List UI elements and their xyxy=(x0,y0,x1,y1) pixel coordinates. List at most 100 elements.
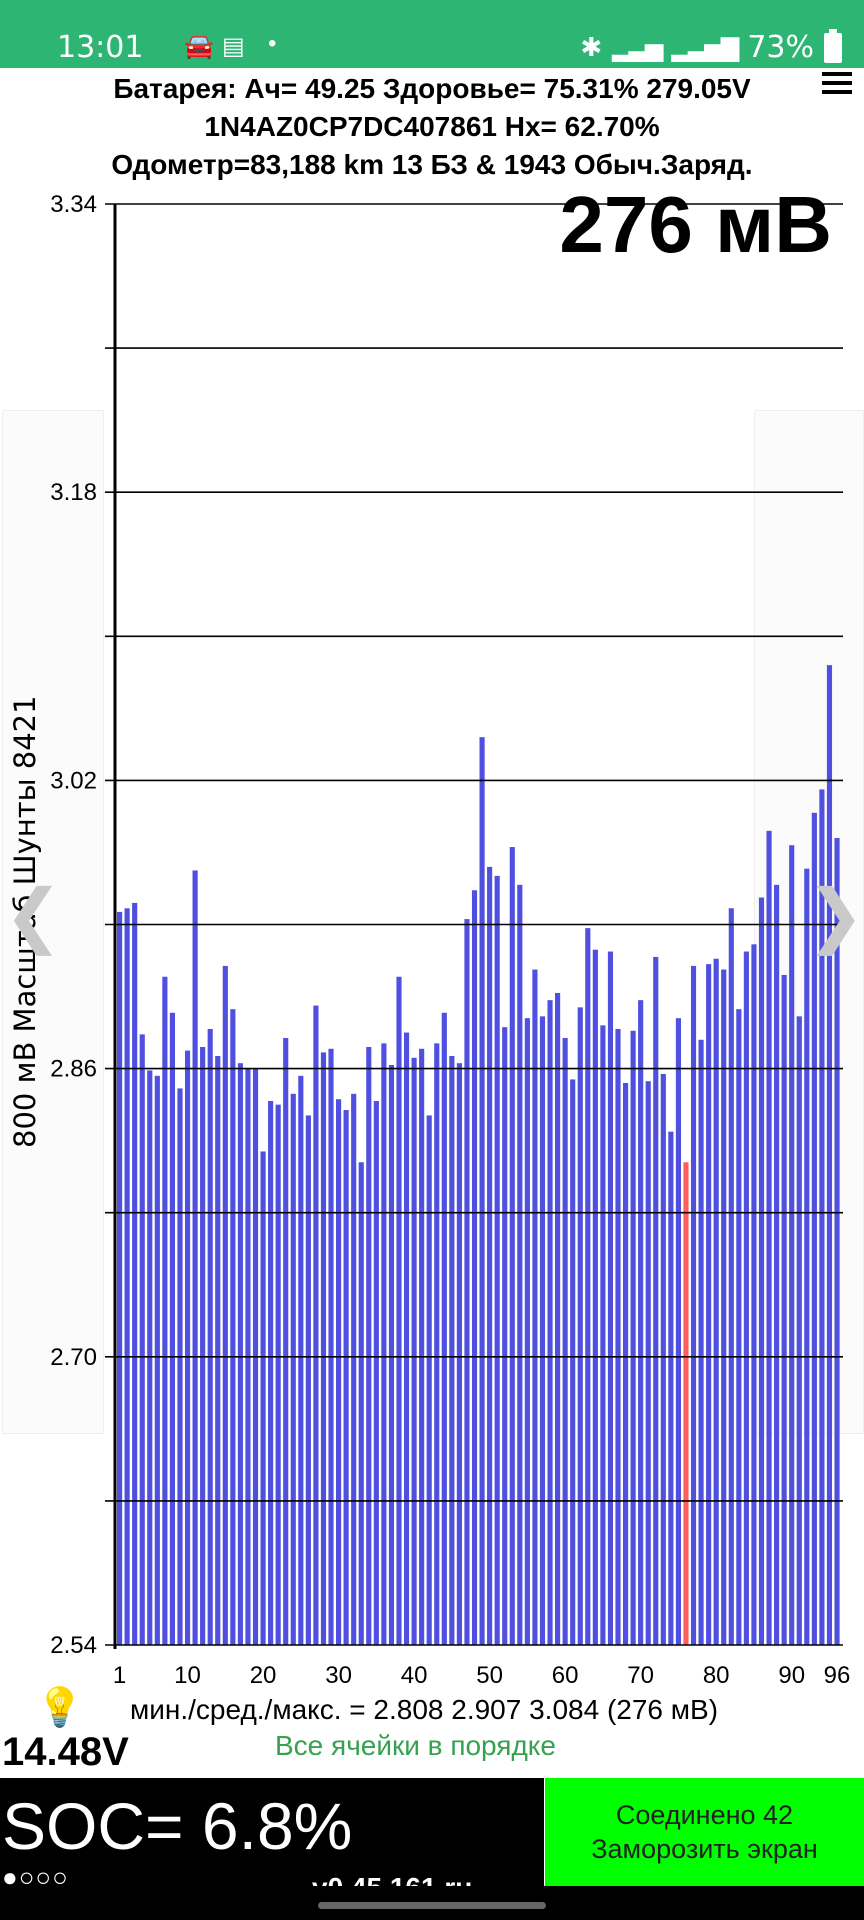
cell-bar-77 xyxy=(690,965,697,1645)
menu-icon[interactable] xyxy=(822,72,852,98)
cell-voltage-chart: 3.34 3.18 3.02 2.86 2.70 2.54 1 10 20 30 40 50 60 70 8… xyxy=(50,191,850,1689)
cell-bar-64 xyxy=(592,949,598,1645)
cell-bar-55 xyxy=(524,1018,530,1645)
cell-bar-63 xyxy=(585,928,591,1645)
cell-bar-5 xyxy=(147,1070,153,1645)
battery-percent: 73% xyxy=(747,30,814,65)
cell-bar-13 xyxy=(207,1028,213,1645)
dot-icon: • xyxy=(268,30,277,57)
chevron-left-icon[interactable]: ❮ xyxy=(4,874,63,956)
cell-bar-6 xyxy=(154,1075,160,1645)
cell-bar-11 xyxy=(192,870,198,1645)
cell-bar-35 xyxy=(373,1101,379,1645)
cell-bar-12 xyxy=(200,1046,206,1645)
cell-bar-75 xyxy=(675,1018,681,1645)
cell-bar-58 xyxy=(547,1000,553,1645)
cell-bar-49 xyxy=(479,737,485,1645)
cell-bar-41 xyxy=(419,1048,425,1645)
odometer-line: Одометр=83,188 km 13 БЗ & 1943 Обыч.Заря… xyxy=(111,149,753,180)
cell-bar-45 xyxy=(449,1055,455,1645)
cell-bar-32 xyxy=(351,1093,357,1645)
cell-bar-60 xyxy=(562,1037,568,1645)
cell-bar-67 xyxy=(615,1028,621,1645)
cell-bar-52 xyxy=(502,1027,508,1645)
cell-bar-15 xyxy=(222,965,228,1645)
y-tick-label: 2.54 xyxy=(50,1632,97,1659)
cell-bar-73 xyxy=(660,1074,666,1645)
cell-bar-96 xyxy=(834,838,840,1645)
cell-bar-88 xyxy=(774,884,780,1645)
cell-bar-91 xyxy=(796,1016,802,1645)
cell-bar-93 xyxy=(811,812,817,1645)
cell-bar-17 xyxy=(237,1063,243,1645)
cell-bar-72 xyxy=(653,956,659,1645)
cell-bar-79 xyxy=(706,964,712,1645)
cell-bar-2 xyxy=(124,908,130,1645)
freeze-screen-button[interactable]: Соединено 42 Заморозить экран xyxy=(545,1778,864,1886)
cell-bar-74 xyxy=(668,1131,674,1645)
soc-value: SOC= 6.8% xyxy=(2,1789,353,1863)
cell-bar-3 xyxy=(132,902,138,1645)
cell-bar-90 xyxy=(789,845,795,1645)
left-panel xyxy=(2,410,104,1434)
cell-bar-81 xyxy=(721,969,727,1645)
cell-bar-85 xyxy=(751,944,757,1645)
status-bar: 13:01 🚘 ▤ • ✱ ▂▃▅ ▂▃▅▇ 73% xyxy=(0,0,864,68)
cell-bar-92 xyxy=(804,868,810,1645)
chevron-right-icon[interactable]: ❯ xyxy=(806,874,864,956)
cell-bar-83 xyxy=(736,1009,742,1645)
cell-bar-40 xyxy=(411,1057,417,1645)
cell-bar-57 xyxy=(539,1016,546,1645)
cell-bar-51 xyxy=(494,875,500,1645)
connection-status: Соединено 42 xyxy=(615,1800,794,1830)
lightbulb-icon: 💡 xyxy=(36,1687,84,1729)
x-tick-label: 40 xyxy=(401,1662,428,1689)
y-tick-label: 2.86 xyxy=(50,1056,97,1083)
cell-bar-4 xyxy=(139,1034,145,1645)
battery-icon xyxy=(824,28,842,63)
cell-bar-42 xyxy=(426,1115,432,1645)
y-tick-label: 3.34 xyxy=(50,191,97,218)
status-time: 13:01 xyxy=(57,30,144,65)
cell-bar-46 xyxy=(456,1063,462,1645)
cell-bar-22 xyxy=(275,1104,281,1645)
cell-bar-48 xyxy=(471,890,478,1645)
cell-bar-68 xyxy=(622,1083,629,1645)
cell-bar-36 xyxy=(381,1043,387,1645)
cell-bar-87 xyxy=(766,830,772,1645)
cell-bar-31 xyxy=(343,1110,349,1645)
x-tick-label: 50 xyxy=(476,1662,503,1689)
x-tick-label: 90 xyxy=(778,1662,805,1689)
cell-bar-80 xyxy=(713,958,719,1645)
cell-bar-16 xyxy=(230,1009,236,1645)
cell-bar-76 xyxy=(683,1162,689,1645)
bluetooth-icon: ✱ xyxy=(580,32,603,63)
cell-bar-26 xyxy=(305,1115,311,1645)
cell-bar-20 xyxy=(260,1151,266,1645)
x-tick-label: 10 xyxy=(174,1662,201,1689)
cell-bar-39 xyxy=(403,1032,410,1645)
signal-icon: ▂▃▅▇ xyxy=(671,33,739,62)
battery-header: Батарея: Ач= 49.25 Здоровье= 75.31% 279.… xyxy=(0,70,864,184)
home-indicator[interactable] xyxy=(318,1902,546,1909)
y-tick-label: 3.18 xyxy=(50,479,97,506)
cell-bar-71 xyxy=(645,1081,651,1645)
cell-bar-59 xyxy=(555,992,561,1645)
aux-battery-voltage: 14.48V xyxy=(2,1730,129,1774)
cell-bar-61 xyxy=(570,1079,576,1645)
cell-bar-86 xyxy=(758,897,765,1645)
cell-bar-34 xyxy=(366,1046,372,1645)
cell-bar-14 xyxy=(215,1055,221,1645)
status-right: ✱ ▂▃▅ ▂▃▅▇ 73% xyxy=(580,28,842,65)
cell-bar-78 xyxy=(698,1039,704,1645)
x-tick-label: 60 xyxy=(552,1662,579,1689)
freeze-screen-label: Заморозить экран xyxy=(591,1834,818,1864)
cell-bar-27 xyxy=(313,1005,319,1645)
cell-bar-38 xyxy=(396,976,402,1645)
soc-panel: SOC= 6.8% ●○○○ v0.45.161 ru xyxy=(0,1778,544,1920)
cell-bar-28 xyxy=(320,1052,327,1645)
cell-bar-33 xyxy=(358,1162,364,1645)
cell-bar-21 xyxy=(268,1101,274,1645)
cell-bar-62 xyxy=(577,1007,583,1645)
x-tick-label: 30 xyxy=(325,1662,352,1689)
